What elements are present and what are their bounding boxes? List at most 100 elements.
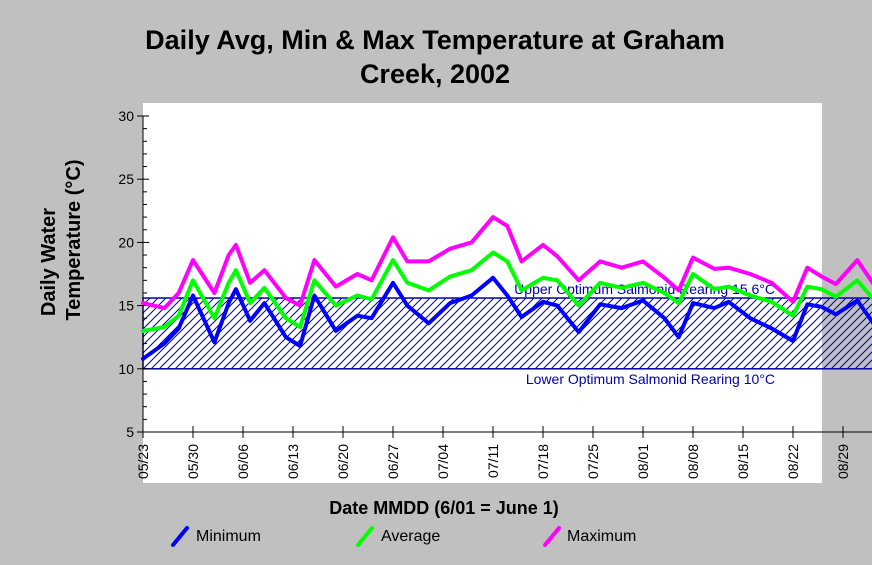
data-point-maximum [577, 278, 581, 282]
data-point-minimum [191, 293, 195, 298]
optimum-rearing-band [142, 297, 872, 370]
data-point-minimum [177, 326, 181, 330]
data-point-average [641, 281, 645, 285]
legend-item-maximum: Maximum [543, 526, 636, 547]
data-point-minimum [234, 287, 238, 291]
data-point-minimum [470, 293, 474, 298]
data-point-minimum [641, 298, 645, 303]
y-tick-label: 15 [118, 298, 134, 314]
data-point-minimum [748, 316, 752, 320]
data-point-maximum [355, 272, 359, 276]
data-point-maximum [491, 215, 495, 219]
data-point-average [370, 297, 374, 301]
x-tick-label: 08/01 [635, 444, 651, 479]
data-point-minimum [712, 306, 717, 310]
data-point-average [448, 274, 452, 279]
data-point-average [284, 316, 288, 320]
data-point-minimum [520, 315, 524, 319]
data-point-maximum [691, 256, 695, 260]
data-point-minimum [677, 335, 681, 339]
data-point-average [505, 259, 509, 263]
data-point-maximum [227, 253, 231, 257]
data-point-maximum [712, 267, 717, 271]
data-point-minimum [555, 304, 559, 308]
data-point-maximum [141, 301, 145, 305]
data-point-maximum [834, 282, 838, 286]
data-point-minimum [491, 276, 495, 280]
data-point-average [405, 281, 409, 285]
y-tick-label: 5 [126, 424, 134, 440]
data-point-average [262, 286, 266, 290]
data-point-average [141, 329, 145, 333]
data-point-average [312, 278, 316, 282]
data-point-minimum [355, 314, 359, 318]
data-point-maximum [312, 258, 316, 262]
data-point-minimum [248, 319, 252, 323]
data-point-average [620, 286, 624, 290]
data-point-maximum [405, 259, 409, 263]
data-point-maximum [748, 272, 752, 276]
data-point-minimum [448, 301, 452, 305]
data-point-minimum [791, 339, 795, 343]
x-tick-label: 06/27 [385, 444, 401, 479]
data-point-maximum [770, 281, 774, 285]
data-point-average [748, 293, 752, 298]
y-axis-label-line2: Temperature (°C) [63, 160, 85, 321]
data-point-minimum [334, 329, 338, 333]
data-point-maximum [370, 278, 374, 282]
legend: Minimum Average Maximum [171, 526, 636, 547]
data-point-average [227, 281, 231, 285]
series-layer [141, 215, 872, 361]
data-point-minimum [727, 300, 731, 304]
data-point-minimum [370, 316, 374, 320]
x-tick-label: 06/20 [335, 444, 351, 479]
data-point-average [334, 304, 338, 308]
data-point-average [391, 258, 395, 262]
data-point-minimum [598, 302, 602, 306]
x-tick-label: 06/06 [235, 444, 251, 479]
data-point-maximum [334, 285, 338, 289]
data-point-maximum [234, 243, 238, 247]
x-tick-label: 08/29 [835, 444, 851, 479]
data-point-maximum [805, 266, 809, 270]
data-point-average [770, 300, 774, 304]
data-point-average [577, 304, 581, 308]
x-tick-label: 05/30 [185, 444, 201, 479]
x-tick-label: 07/25 [585, 444, 601, 479]
data-point-maximum [427, 259, 431, 263]
y-tick-label: 30 [118, 108, 134, 124]
data-point-minimum [834, 312, 838, 316]
data-point-minimum [505, 293, 509, 298]
data-point-average [805, 285, 809, 289]
data-point-minimum [298, 344, 302, 348]
data-point-minimum [262, 301, 266, 305]
y-tick-label: 20 [118, 234, 134, 250]
x-tick-label: 06/13 [285, 444, 301, 479]
data-point-minimum [284, 335, 288, 339]
data-point-minimum [391, 281, 395, 285]
data-point-average [791, 314, 795, 318]
data-point-average [855, 278, 859, 282]
data-point-maximum [598, 259, 602, 263]
data-point-maximum [520, 259, 524, 263]
data-point-minimum [820, 305, 824, 309]
data-point-minimum [662, 316, 667, 320]
data-point-minimum [541, 300, 545, 304]
data-point-minimum [162, 341, 166, 346]
data-point-average [234, 268, 238, 272]
data-point-average [191, 278, 195, 282]
data-point-average [520, 288, 524, 292]
data-point-average [355, 293, 359, 298]
x-tick-label: 07/18 [535, 444, 551, 479]
data-point-average [491, 250, 495, 255]
data-point-maximum [791, 300, 795, 304]
data-point-average [691, 272, 695, 276]
data-point-average [598, 281, 602, 285]
axes: 5 10 15 20 25 30 05/23 05/30 06/06 06/13 06/20 06/2… [118, 108, 872, 479]
chart-title-line1: Daily Avg, Min & Max Temperature at Grah… [145, 25, 725, 55]
legend-label-maximum: Maximum [567, 528, 636, 545]
data-point-minimum [691, 301, 695, 305]
data-point-maximum [298, 304, 302, 308]
y-tick-label: 10 [118, 361, 134, 377]
